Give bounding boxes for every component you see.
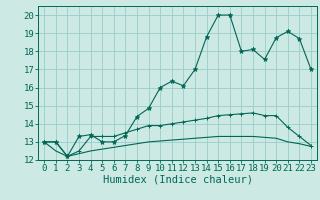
X-axis label: Humidex (Indice chaleur): Humidex (Indice chaleur) (103, 175, 252, 185)
